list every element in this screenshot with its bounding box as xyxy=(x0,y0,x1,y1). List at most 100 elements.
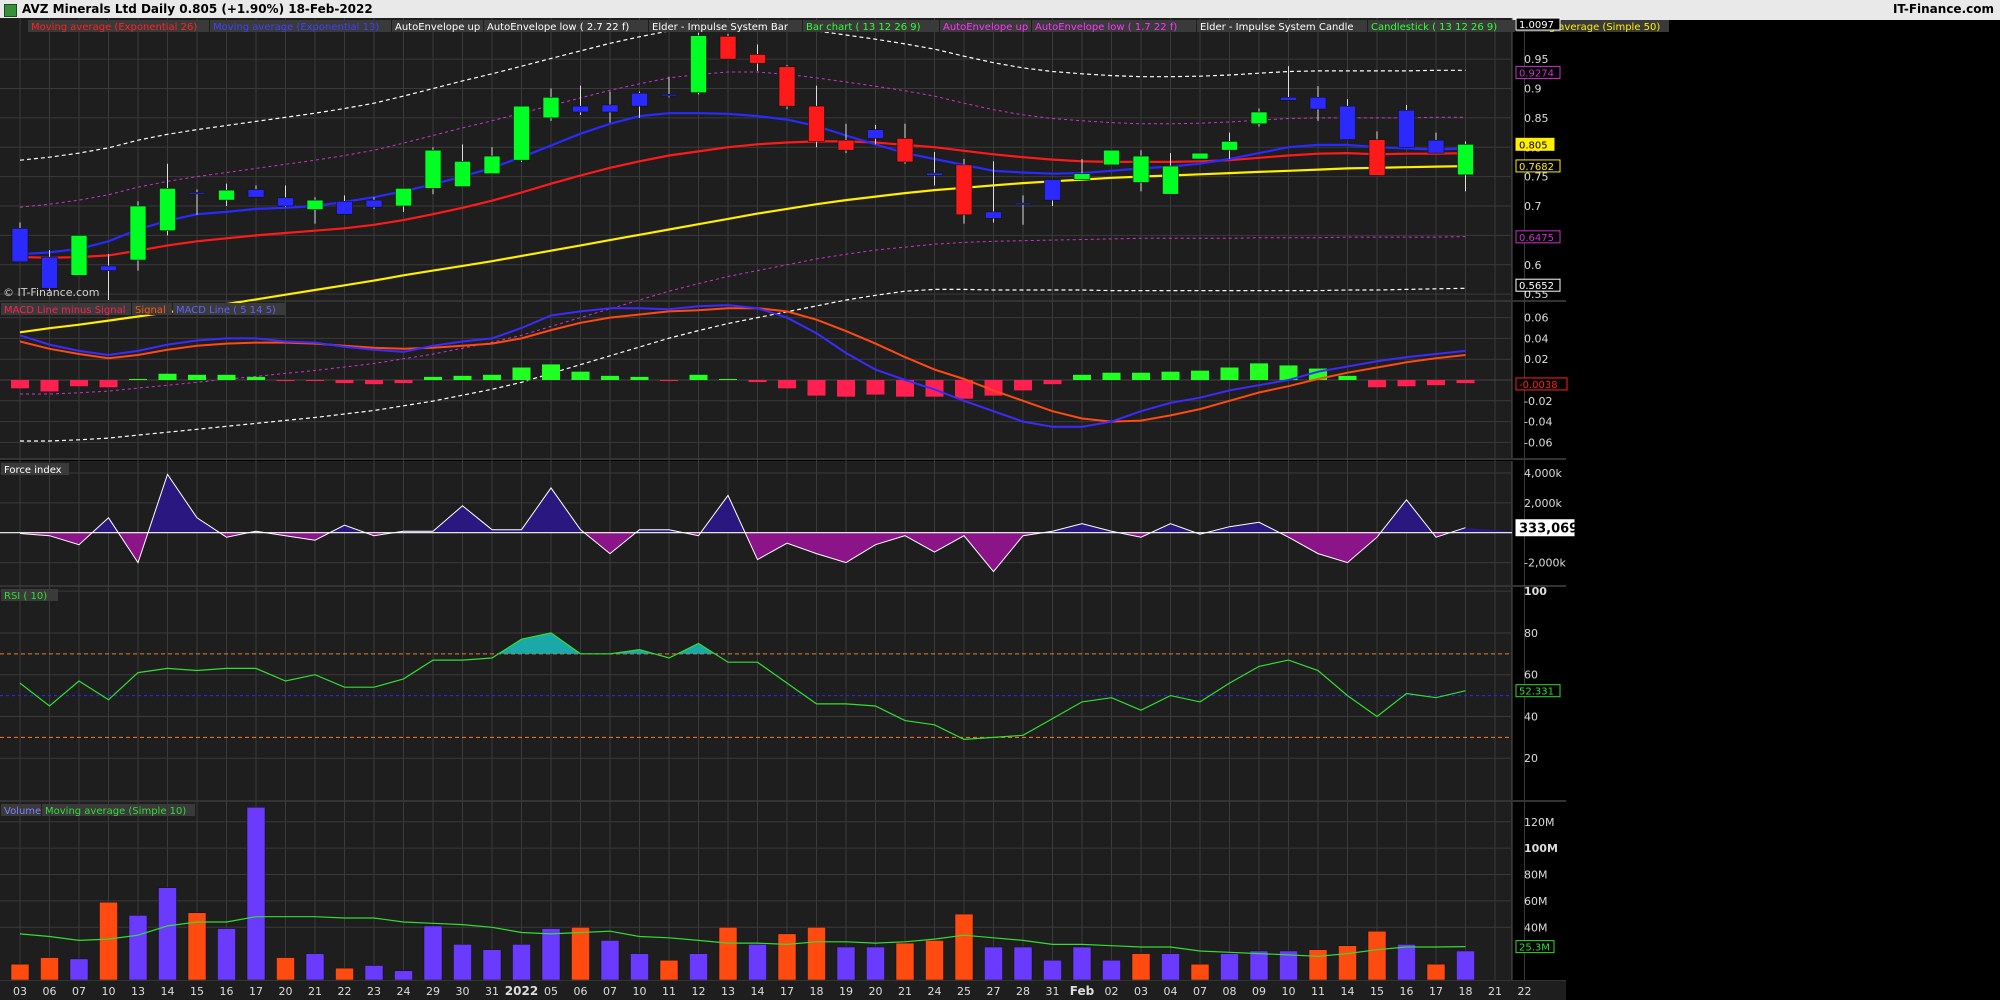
macd-histogram-bar xyxy=(689,374,708,380)
force-area-positive xyxy=(20,474,1512,533)
volume-bar xyxy=(217,928,236,981)
candle-body xyxy=(867,129,884,139)
volume-bar xyxy=(1308,949,1328,981)
legend-box xyxy=(649,20,802,32)
candle-body xyxy=(1044,179,1061,201)
date-label: 28 xyxy=(1016,985,1030,998)
candle-body xyxy=(601,104,619,113)
volume-bar xyxy=(158,887,177,981)
legend-box xyxy=(1197,20,1367,32)
value-tag-label: 1.0097 xyxy=(1519,20,1554,31)
candle-body xyxy=(1368,139,1386,176)
legend-label: Elder - Impulse System Candle xyxy=(1200,22,1354,33)
volume-bar xyxy=(1338,945,1357,981)
legend-label: RSI ( 10) xyxy=(4,591,47,602)
brand-label: IT-Finance.com xyxy=(1892,2,1994,16)
legend-label: Force index xyxy=(4,465,62,476)
date-label: 2022 xyxy=(505,984,538,998)
date-label: 13 xyxy=(721,985,735,998)
volume-bar xyxy=(777,933,797,981)
date-label: 27 xyxy=(987,985,1001,998)
volume-bar xyxy=(453,944,472,981)
date-label: 21 xyxy=(1488,985,1502,998)
date-label: 19 xyxy=(839,985,853,998)
candle-body xyxy=(1398,109,1415,148)
volume-bar xyxy=(1131,953,1151,981)
macd-histogram-bar xyxy=(306,380,324,382)
macd-histogram-bar xyxy=(837,380,855,397)
macd-histogram-bar xyxy=(1309,368,1327,380)
value-tag xyxy=(1515,377,1568,391)
candle-body xyxy=(749,54,766,64)
y-tick-label: 80 xyxy=(1524,627,1538,640)
macd-line xyxy=(19,304,1466,428)
legend-box xyxy=(1,463,69,475)
rsi-pane xyxy=(0,632,1512,741)
legend-box xyxy=(1,303,131,315)
date-label: 02 xyxy=(1105,985,1119,998)
macd-histogram-bar xyxy=(896,380,914,397)
volume-bar xyxy=(1456,950,1475,981)
volume-bar xyxy=(954,913,974,981)
y-tick-label: 0.85 xyxy=(1524,112,1549,125)
macd-histogram-bar xyxy=(453,375,472,380)
legend-box xyxy=(803,20,939,32)
candle-body xyxy=(41,256,58,289)
date-label: 31 xyxy=(485,985,499,998)
date-label: 29 xyxy=(426,985,440,998)
volume-bar xyxy=(1102,959,1121,981)
legend-box xyxy=(1,589,58,601)
macd-histogram-bar xyxy=(601,375,619,380)
candle-body xyxy=(985,211,1002,219)
legend-label: Bar chart ( 13 12 26 9) xyxy=(806,22,921,33)
legend-label: Volume xyxy=(4,806,41,817)
value-tag-label: 0.6475 xyxy=(1519,233,1554,244)
date-label: 16 xyxy=(1400,985,1414,998)
date-label: 11 xyxy=(662,985,676,998)
force-area-negative xyxy=(20,532,1512,572)
macd-pane xyxy=(0,304,1512,428)
macd-histogram-bar xyxy=(1338,375,1357,380)
force-pane xyxy=(0,473,1512,573)
value-tag xyxy=(1515,278,1561,292)
volume-bar xyxy=(482,949,502,981)
candle-body xyxy=(365,199,383,208)
date-label: 03 xyxy=(1134,985,1148,998)
date-label: 21 xyxy=(308,985,322,998)
legend-label: Moving average (Simple 10) xyxy=(45,806,186,817)
volume-bar xyxy=(807,927,826,981)
value-tag xyxy=(1515,159,1561,173)
candle-body xyxy=(513,105,530,161)
macd-histogram-bar xyxy=(955,380,973,399)
macd-histogram-bar xyxy=(129,378,147,380)
volume-bar xyxy=(276,957,295,981)
candle-body xyxy=(690,35,707,93)
candle-body xyxy=(631,92,648,107)
volume-bar xyxy=(1249,950,1269,981)
candle-body xyxy=(926,172,943,176)
value-tag xyxy=(1515,940,1555,954)
date-label: 12 xyxy=(692,985,706,998)
date-label: 17 xyxy=(1429,985,1443,998)
date-label: 03 xyxy=(13,985,27,998)
volume-bar xyxy=(10,963,30,981)
watermark: © IT-Finance.com xyxy=(3,286,100,299)
legend-box xyxy=(1368,20,1515,32)
volume-bar xyxy=(600,940,620,981)
y-tick-label: 20 xyxy=(1524,752,1538,765)
volume-bar xyxy=(1279,950,1298,981)
macd-histogram-bar xyxy=(188,374,206,380)
candle-body xyxy=(129,205,147,261)
legend-box xyxy=(132,303,172,315)
volume-bar xyxy=(1367,930,1387,981)
value-tag xyxy=(1515,684,1561,698)
macd-histogram-bar xyxy=(1250,363,1268,380)
volume-bar xyxy=(364,965,384,981)
candle-body xyxy=(1221,141,1238,151)
date-label: 06 xyxy=(43,985,57,998)
date-label: 17 xyxy=(780,985,794,998)
volume-bar xyxy=(659,959,679,981)
date-label: 13 xyxy=(131,985,145,998)
candle-body xyxy=(483,155,501,174)
